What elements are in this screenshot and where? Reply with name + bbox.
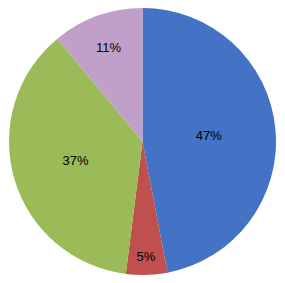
svg-text:11%: 11% [96,40,121,55]
svg-text:5%: 5% [137,249,156,264]
svg-text:47%: 47% [196,128,222,143]
svg-text:37%: 37% [62,153,88,168]
